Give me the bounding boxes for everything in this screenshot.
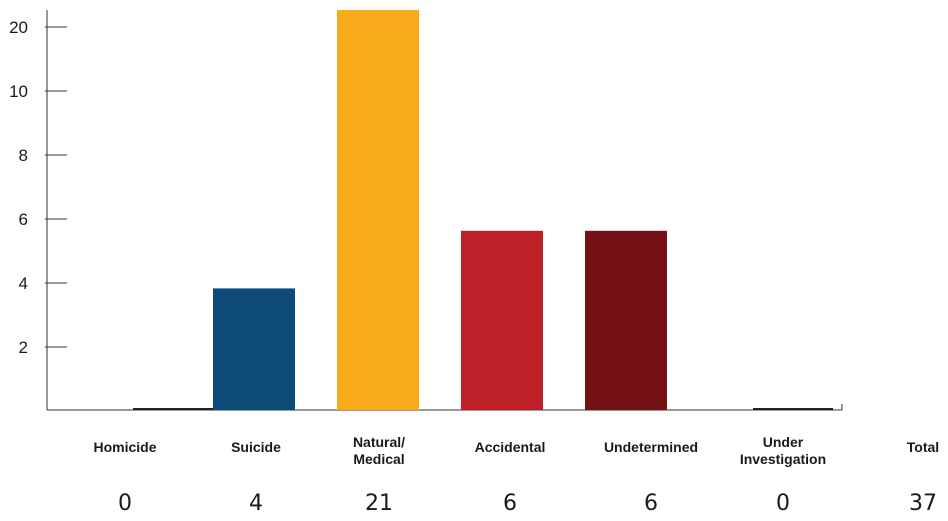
category-label: Under Investigation — [740, 434, 826, 467]
category-label: Total — [907, 439, 939, 455]
bar — [213, 288, 295, 410]
value-label: 6 — [644, 491, 658, 516]
bar — [461, 230, 543, 410]
category-label: Accidental — [475, 439, 546, 455]
category-label: Undetermined — [604, 439, 698, 455]
value-label: 0 — [118, 491, 132, 516]
chart-axes: 2 4 6 8 10 20 — [9, 10, 843, 411]
y-tick-label: 10 — [9, 82, 28, 101]
value-label: 0 — [776, 491, 790, 516]
value-label: 21 — [365, 491, 393, 516]
category-label: Natural/Medical — [353, 434, 405, 467]
category-label: Suicide — [231, 439, 281, 455]
chart-labels: Homicide Suicide Natural/Medical Accidental… — [93, 434, 939, 516]
chart-bars — [133, 10, 833, 410]
y-tick-label: 2 — [19, 338, 28, 357]
value-label: 6 — [503, 491, 517, 516]
bar — [585, 230, 667, 410]
y-tick-label: 6 — [19, 210, 28, 229]
value-label: 37 — [909, 491, 937, 516]
category-label: Homicide — [93, 439, 156, 455]
value-label: 4 — [249, 491, 263, 516]
y-tick-label: 8 — [19, 146, 28, 165]
y-tick-label: 4 — [19, 274, 28, 293]
y-tick-label: 20 — [9, 18, 28, 37]
bar — [337, 10, 419, 410]
